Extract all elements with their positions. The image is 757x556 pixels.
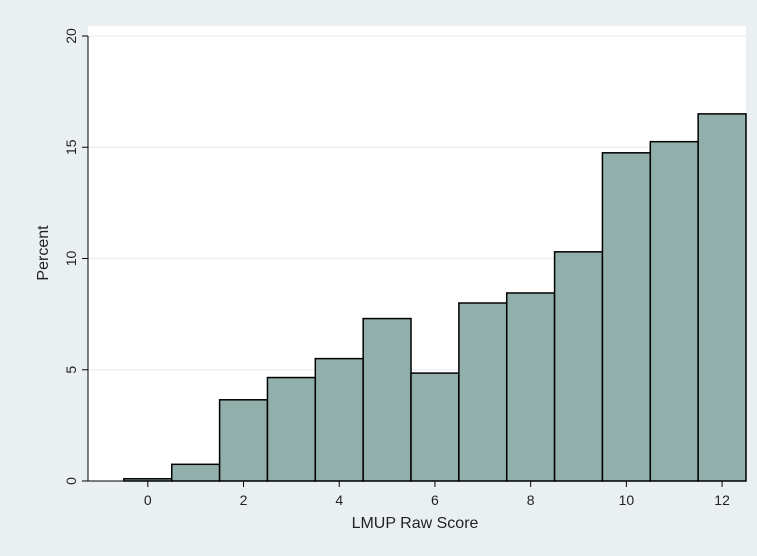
bar: [410, 372, 460, 482]
y-tick-label: 5: [63, 366, 79, 374]
x-tick-label: 10: [619, 492, 635, 508]
y-tick-label: 0: [63, 477, 79, 485]
x-tick-label: 2: [240, 492, 248, 508]
bar: [649, 140, 699, 482]
bar: [458, 302, 508, 482]
y-tick-label: 10: [63, 251, 79, 267]
bar: [601, 152, 652, 482]
bar: [362, 317, 412, 482]
x-axis-title: LMUP Raw Score: [352, 515, 479, 532]
bar: [553, 251, 604, 482]
x-tick-label: 4: [335, 492, 343, 508]
bar: [218, 399, 269, 482]
bar: [697, 113, 747, 482]
x-tick-label: 0: [144, 492, 152, 508]
y-tick-label: 20: [63, 28, 79, 44]
bar: [314, 357, 364, 482]
x-tick-label: 12: [714, 492, 730, 508]
bars: [123, 113, 747, 482]
x-tick-label: 8: [527, 492, 535, 508]
x-tick-label: 6: [431, 492, 439, 508]
y-axis-title: Percent: [35, 225, 52, 281]
y-tick-label: 15: [63, 139, 79, 155]
bar: [170, 463, 221, 482]
ticks: 0 2 4 6 8 10 12 0 5 10 15 20: [63, 28, 730, 508]
bar: [266, 376, 317, 482]
bar: [505, 292, 556, 482]
